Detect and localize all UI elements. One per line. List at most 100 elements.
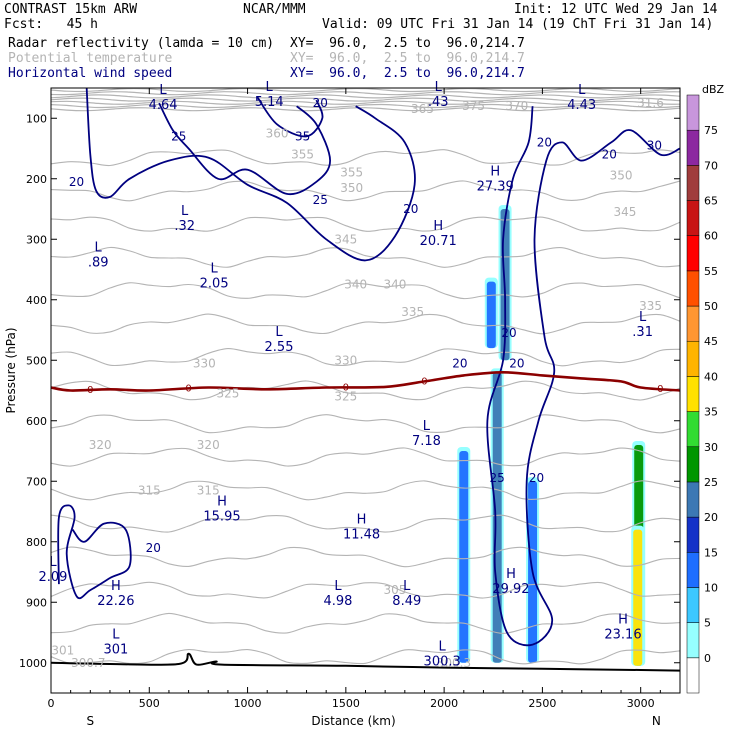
colorbar-swatch	[686, 305, 700, 342]
isentrope-line-top	[51, 103, 680, 109]
reflectivity-cell	[486, 281, 496, 349]
colorbar-swatch	[686, 129, 700, 166]
field-wind-xy: XY= 96.0, 2.5 to 96.0,214.7	[290, 66, 525, 81]
extremum-value-label: 15.95	[203, 509, 240, 524]
colorbar-tick-label: 15	[704, 546, 718, 559]
colorbar-unit-label: dBZ	[702, 83, 725, 96]
extremum-value-label: 5.14	[255, 95, 284, 110]
colorbar-tick-label: 25	[704, 476, 718, 489]
extremum-value-label: 4.64	[149, 98, 178, 113]
isentrope-line	[51, 447, 680, 467]
colorbar-tick-label: 10	[704, 581, 718, 594]
wind-contour-label: 25	[490, 471, 505, 485]
isentrope-line-top	[51, 94, 680, 99]
terrain-line	[51, 652, 680, 672]
y-tick-label: 100	[26, 112, 47, 125]
wind-contour-label: 20	[602, 148, 617, 162]
x-axis-label: Distance (km)	[311, 714, 395, 728]
wind-minimum-marker: L	[439, 640, 447, 655]
wind-minimum-marker: L	[334, 579, 342, 594]
y-tick-label: 500	[26, 354, 47, 367]
extremum-value-label: .89	[88, 255, 109, 270]
extremum-value-label: 2.09	[38, 570, 67, 585]
colorbar-swatch	[686, 446, 700, 483]
isentrope-label: 365	[411, 102, 434, 116]
extremum-value-label: 27.39	[477, 180, 514, 195]
extremum-value-label: 4.98	[324, 594, 353, 609]
extremum-value-label: 301	[103, 643, 128, 658]
isentrope-label: 355	[291, 148, 314, 162]
isentrope-label: 301	[51, 644, 74, 658]
y-tick-label: 800	[26, 536, 47, 549]
isentrope-label: 320	[89, 438, 112, 452]
wind-contour-label: 20	[537, 135, 552, 149]
isentrope-line	[51, 149, 680, 167]
isentrope-line	[51, 216, 680, 232]
isentrope-line	[51, 313, 680, 335]
colorbar-tick-label: 35	[704, 406, 718, 419]
colorbar-swatch	[686, 516, 700, 553]
colorbar-swatch	[686, 94, 700, 131]
isentrope-line	[51, 514, 680, 533]
wind-contour-label: 35	[295, 129, 310, 143]
wind-contour-label: 25	[171, 129, 186, 143]
extremum-value-label: .43	[428, 95, 449, 110]
isentrope-label: 375	[462, 99, 485, 113]
wind-minimum-marker: L	[578, 83, 586, 98]
colorbar: 0 5 10 15 20 25 30 35 40 45 50 55 60 65 70 75 dBZ	[686, 83, 725, 694]
x-tick-label: 2500	[528, 697, 556, 710]
wind-contour-label: 20	[452, 356, 467, 370]
isentrope-label: 305	[384, 583, 407, 597]
isentrope-label: 340	[384, 278, 407, 292]
reflectivity-cell	[492, 372, 502, 663]
colorbar-swatch	[686, 376, 700, 412]
valid-time: Valid: 09 UTC Fri 31 Jan 14 (19 ChT Fri …	[322, 17, 714, 32]
extremum-value-label: 20.71	[420, 234, 457, 249]
extremum-value-label: 300.3	[424, 655, 461, 670]
wind-contour-25	[158, 102, 332, 196]
colorbar-swatch	[686, 552, 700, 588]
wind-minimum-marker: L	[159, 83, 167, 98]
isentrope-line	[51, 414, 680, 434]
wind-contour-label: 20	[146, 541, 161, 555]
extremum-value-label: 22.26	[97, 594, 134, 609]
extremum-value-label: 4.43	[567, 98, 596, 113]
wind-minimum-marker: L	[181, 204, 189, 219]
isentrope-line	[51, 546, 680, 568]
field-wind-name: Horizontal wind speed	[8, 66, 173, 81]
wind-contour-20	[57, 504, 132, 600]
terrain-layer	[51, 652, 680, 672]
isentrope-label: 355	[340, 166, 363, 180]
colorbar-tick-label: 40	[704, 370, 718, 383]
isentrope-label: 350	[610, 169, 633, 183]
freezing-level-label: 0	[421, 376, 427, 387]
x-tick-label: 3000	[627, 697, 655, 710]
isentrope-label: 350	[340, 181, 363, 195]
isentrope-label: 325	[334, 390, 357, 404]
y-tick-label: 400	[26, 294, 47, 307]
isentrope-line	[51, 246, 680, 268]
isentrope-label: 335	[401, 305, 424, 319]
colorbar-swatch	[686, 622, 700, 659]
axes-layer: 0 500 1000 1500 2000 2500 30001002003004005006…	[4, 88, 681, 728]
freezing-level-label: 0	[87, 385, 93, 396]
x-tick-label: 1000	[234, 697, 262, 710]
x-tick-label: 2000	[430, 697, 458, 710]
y-axis-label: Pressure (hPa)	[4, 327, 18, 413]
colorbar-swatch	[686, 340, 700, 377]
wind-contour-20	[85, 88, 416, 262]
extremum-value-label: 8.49	[392, 594, 421, 609]
y-tick-label: 300	[26, 233, 47, 246]
wind-minimum-marker: L	[423, 419, 431, 434]
y-tick-label: 600	[26, 415, 47, 428]
wind-minimum-marker: L	[275, 325, 283, 340]
isentrope-line-top	[51, 91, 680, 96]
freezing-level-label: 0	[343, 382, 349, 393]
isentrope-label: 370	[505, 99, 528, 113]
isentrope-line	[51, 180, 680, 202]
isentrope-label: 345	[334, 232, 357, 246]
isentrope-label: 335	[639, 299, 662, 313]
wind-maximum-marker: H	[357, 513, 367, 528]
wind-maximum-marker: H	[433, 219, 443, 234]
colorbar-swatch	[686, 165, 700, 201]
